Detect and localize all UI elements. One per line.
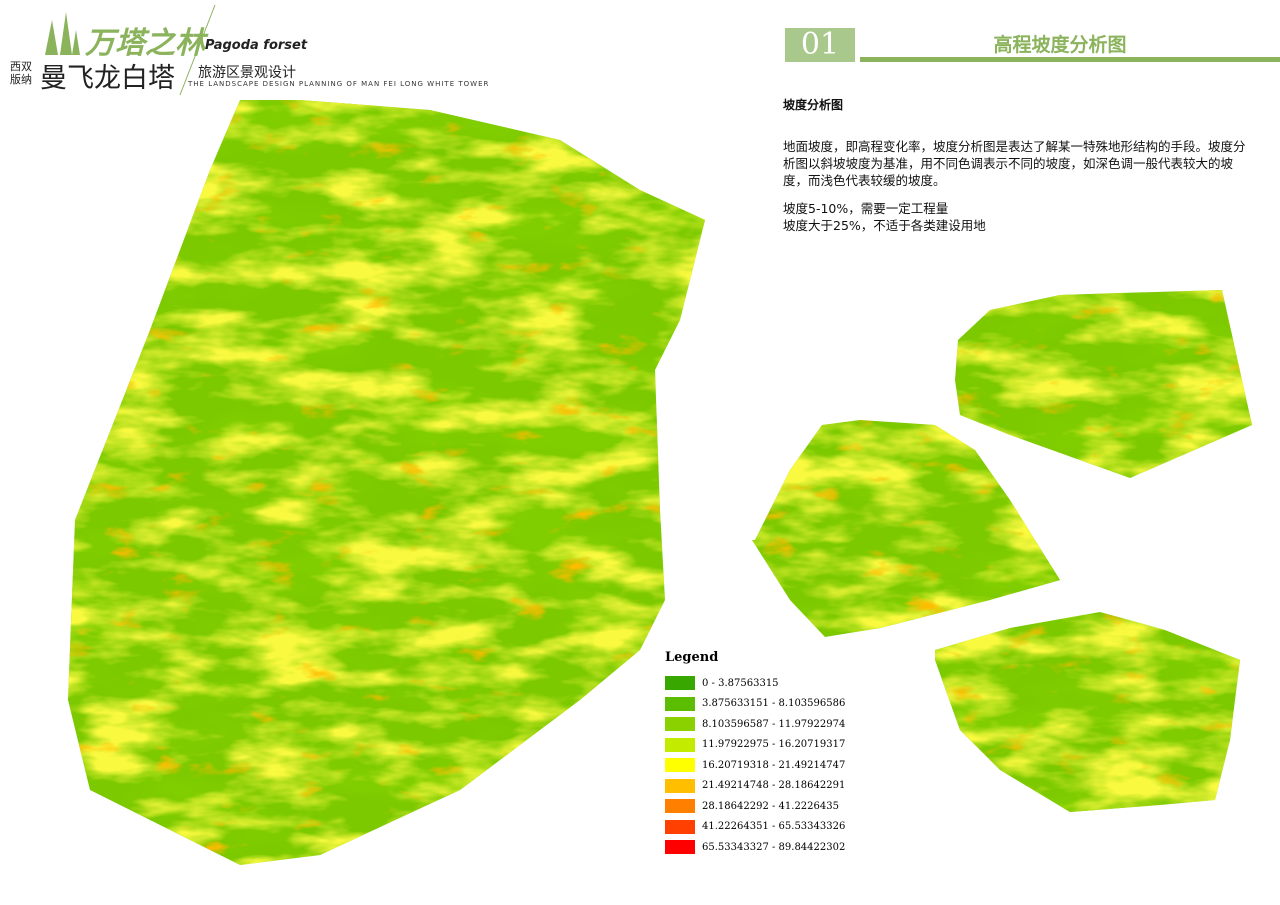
notes: 坡度5-10%，需要一定工程量坡度大于25%，不适于各类建设用地	[783, 200, 986, 234]
paragraph: 地面坡度，即高程变化率，坡度分析图是表达了解某一特殊地形结构的手段。坡度分析图以…	[783, 139, 1246, 188]
legend-row: 28.18642292 - 41.2226435	[665, 796, 845, 817]
main-slope-map	[68, 100, 705, 865]
legend-label: 11.97922975 - 16.20719317	[702, 739, 846, 751]
legend-row: 0 - 3.87563315	[665, 673, 845, 694]
legend-row: 16.20719318 - 21.49214747	[665, 755, 845, 776]
english-title: THE LANDSCAPE DESIGN PLANNING OF MAN FEI…	[188, 80, 490, 88]
legend-row: 41.22264351 - 65.53343326	[665, 817, 845, 838]
legend-label: 65.53343327 - 89.84422302	[702, 841, 846, 853]
legend-swatch	[665, 758, 695, 773]
heading: 坡度分析图	[783, 98, 844, 112]
legend-row: 11.97922975 - 16.20719317	[665, 735, 845, 756]
legend-title: Legend	[665, 650, 719, 665]
page-title: 高程坡度分析图	[993, 34, 1127, 56]
legend-label: 21.49214748 - 28.18642291	[702, 780, 846, 792]
legend-swatch	[665, 840, 695, 855]
legend-swatch	[665, 717, 695, 732]
legend-label: 0 - 3.87563315	[702, 677, 779, 689]
region: 西双 版纳	[10, 60, 32, 86]
legend-swatch	[665, 696, 695, 711]
legend-swatch	[665, 799, 695, 814]
legend-label: 16.20719318 - 21.49214747	[702, 759, 846, 771]
legend-swatch	[665, 676, 695, 691]
legend-swatch	[665, 819, 695, 834]
legend-label: 41.22264351 - 65.53343326	[702, 821, 846, 833]
legend-label: 8.103596587 - 11.97922974	[702, 718, 846, 730]
legend-swatch	[665, 737, 695, 752]
title-bar	[860, 57, 1280, 62]
note: 坡度5-10%，需要一定工程量	[783, 201, 949, 216]
logo-pagoda	[45, 4, 216, 96]
legend-label: 3.875633151 - 8.103596586	[702, 698, 846, 710]
legend-row: 65.53343327 - 89.84422302	[665, 837, 845, 858]
legend-row: 3.875633151 - 8.103596586	[665, 694, 845, 715]
legend-row: 21.49214748 - 28.18642291	[665, 776, 845, 797]
slope-view-2	[752, 420, 1060, 637]
project-type: 旅游区景观设计	[198, 65, 296, 81]
legend: Legend 0 - 3.87563315 3.875633151 - 8.1035…	[665, 650, 845, 858]
legend-swatch	[665, 778, 695, 793]
region-line: 版纳	[10, 73, 32, 86]
page-number: 01	[785, 28, 855, 62]
logo-subtitle: Pagoda forset	[205, 38, 308, 53]
project-name: 曼飞龙白塔	[40, 63, 175, 94]
region-line: 西双	[10, 60, 32, 73]
slope-view-3	[935, 612, 1240, 812]
logo-title: 万塔之林	[85, 26, 205, 61]
legend-row: 8.103596587 - 11.97922974	[665, 714, 845, 735]
note: 坡度大于25%，不适于各类建设用地	[783, 218, 986, 233]
slope-view-1	[955, 290, 1252, 478]
legend-label: 28.18642292 - 41.2226435	[702, 800, 839, 812]
